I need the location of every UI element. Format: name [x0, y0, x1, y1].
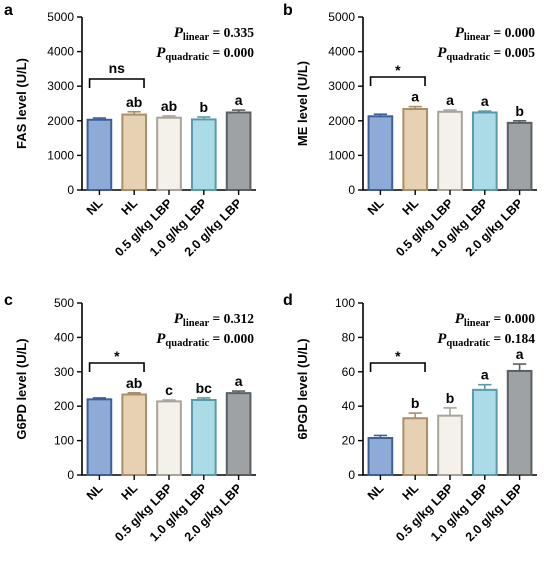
bar — [437, 110, 463, 191]
stat-quadratic: Pquadratic = 0.184 — [437, 331, 535, 349]
significance-letter: ab — [126, 375, 142, 391]
bar — [402, 417, 429, 476]
y-tick-label: 3000 — [328, 79, 355, 93]
significance-letter: b — [515, 103, 524, 119]
bar — [402, 108, 429, 191]
significance-letter: a — [446, 92, 454, 108]
comparison-bracket — [369, 76, 426, 86]
bar — [367, 437, 394, 476]
y-axis-label: G6PD level (U/L) — [14, 338, 29, 439]
stat-quadratic: Pquadratic = 0.005 — [437, 45, 535, 63]
bar — [156, 400, 182, 476]
comparison-bracket — [88, 78, 145, 88]
y-tick-label: 5000 — [328, 10, 355, 24]
y-tick-label: 40 — [342, 399, 356, 413]
bar — [190, 399, 217, 476]
bar — [506, 121, 533, 191]
comparison-bracket — [369, 362, 426, 372]
y-tick-label: 500 — [54, 296, 74, 310]
y-tick-label: 0 — [348, 468, 355, 482]
category-label: HL — [400, 481, 422, 503]
significance-letter: a — [481, 367, 489, 383]
bar — [121, 113, 148, 191]
comparison-label: * — [395, 348, 401, 364]
significance-letter: c — [165, 382, 173, 398]
significance-letter: b — [446, 390, 455, 406]
category-label: HL — [119, 196, 141, 218]
bar — [190, 118, 217, 191]
category-label: NL — [84, 196, 106, 218]
y-axis-label: 6PGD level (U/L) — [295, 338, 310, 439]
y-tick-label: 100 — [54, 434, 74, 448]
y-tick-label: 3000 — [47, 79, 74, 93]
y-tick-label: 0 — [348, 183, 355, 197]
y-tick-label: 2000 — [47, 114, 74, 128]
stat-linear: Plinear = 0.000 — [455, 25, 535, 43]
bar — [86, 118, 113, 191]
comparison-bracket — [88, 362, 145, 372]
bar — [471, 388, 498, 476]
panel-letter: b — [283, 2, 293, 19]
bar — [437, 414, 463, 477]
y-tick-label: 0 — [67, 468, 74, 482]
y-tick-label: 20 — [342, 434, 356, 448]
bar — [225, 111, 252, 191]
y-tick-label: 1000 — [47, 148, 74, 162]
y-tick-label: 80 — [342, 330, 356, 344]
bar — [471, 111, 498, 191]
panel-a: a 0 1000 2000 3000 4000 5000 FAS level (U/L) NL a… — [4, 2, 256, 259]
y-tick-label: 300 — [54, 365, 74, 379]
y-tick-label: 100 — [335, 296, 355, 310]
panel-letter: c — [4, 292, 13, 309]
significance-letter: b — [411, 395, 420, 411]
y-tick-label: 0 — [67, 183, 74, 197]
significance-letter: ab — [126, 94, 142, 110]
category-label: NL — [84, 481, 106, 503]
panel-c: c 0 100 200 300 400 500 G6PD level (U/L) NL ab HL c… — [4, 292, 256, 544]
significance-letter: a — [235, 92, 243, 108]
category-label: HL — [119, 481, 141, 503]
stat-linear: Plinear = 0.335 — [174, 25, 254, 43]
y-tick-label: 60 — [342, 365, 356, 379]
comparison-label: * — [395, 62, 401, 78]
bar — [367, 115, 394, 191]
category-label: NL — [365, 196, 387, 218]
y-tick-label: 1000 — [328, 148, 355, 162]
category-label: HL — [400, 196, 422, 218]
bar — [156, 116, 182, 191]
y-tick-label: 4000 — [328, 45, 355, 59]
bar — [225, 392, 252, 476]
y-tick-label: 200 — [54, 399, 74, 413]
stat-linear: Plinear = 0.312 — [174, 311, 254, 329]
significance-letter: a — [481, 93, 489, 109]
category-label: NL — [365, 481, 387, 503]
y-tick-label: 2000 — [328, 114, 355, 128]
significance-letter: b — [200, 99, 209, 115]
y-tick-label: 400 — [54, 330, 74, 344]
significance-letter: a — [516, 346, 524, 362]
stat-linear: Plinear = 0.000 — [455, 311, 535, 329]
bar — [506, 369, 533, 476]
panel-letter: d — [283, 292, 293, 309]
panel-letter: a — [4, 2, 13, 19]
y-tick-label: 5000 — [47, 10, 74, 24]
comparison-label: * — [114, 348, 120, 364]
stat-quadratic: Pquadratic = 0.000 — [156, 331, 254, 349]
significance-letter: a — [235, 373, 243, 389]
y-axis-label: FAS level (U/L) — [14, 58, 29, 149]
panel-b: b 0 1000 2000 3000 4000 5000 ME level (U/L) NL a H… — [283, 2, 537, 259]
y-axis-label: ME level (U/L) — [295, 61, 310, 146]
significance-letter: a — [411, 89, 419, 105]
significance-letter: ab — [161, 98, 177, 114]
bar — [86, 398, 113, 477]
bar — [121, 393, 148, 476]
significance-letter: bc — [196, 380, 213, 396]
stat-quadratic: Pquadratic = 0.000 — [156, 45, 254, 63]
y-tick-label: 4000 — [47, 45, 74, 59]
comparison-label: ns — [109, 60, 126, 76]
